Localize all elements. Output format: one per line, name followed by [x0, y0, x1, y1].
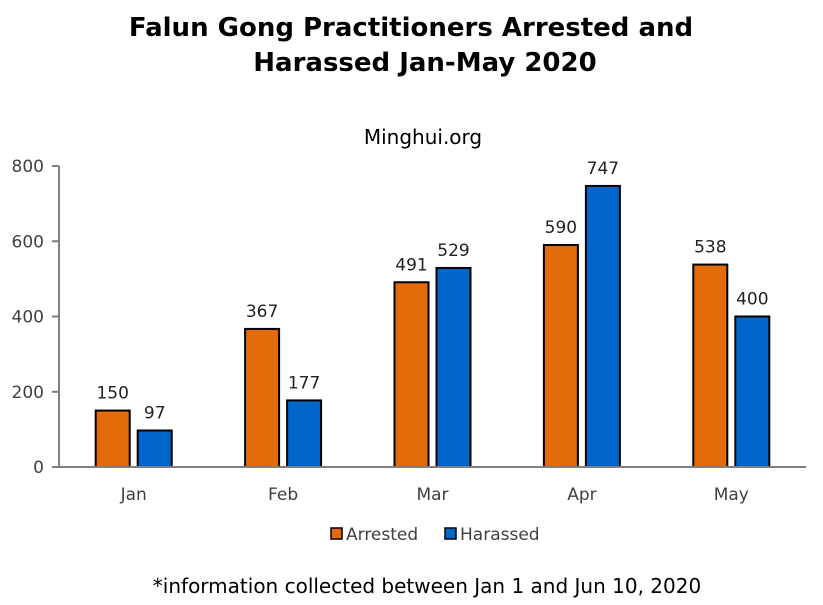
legend-swatch-arrested [330, 527, 343, 540]
bar-arrested [244, 327, 281, 469]
x-tick-label: Mar [416, 485, 448, 505]
data-label-harassed: 97 [144, 404, 166, 424]
data-label-harassed: 747 [587, 159, 619, 179]
bar-harassed [286, 399, 323, 468]
bar-harassed [584, 184, 621, 468]
bar-harassed [136, 429, 173, 469]
data-label-harassed: 529 [437, 241, 469, 261]
y-tick-label: 600 [12, 232, 44, 252]
x-tick-label: Apr [567, 485, 596, 505]
data-label-harassed: 400 [736, 290, 768, 310]
plot-area: 0 200 400 600 800 150 97 Jan 367 177 Feb 491 529 Mar 5… [12, 157, 806, 505]
y-tick-label: 200 [12, 383, 44, 403]
data-label-arrested: 538 [694, 238, 726, 258]
legend-swatch-harassed [444, 527, 457, 540]
data-label-arrested: 367 [246, 302, 278, 322]
chart-subtitle: Minghui.org [364, 125, 482, 149]
bar-arrested [94, 409, 131, 468]
bar-arrested [393, 281, 430, 469]
footnote: *information collected between Jan 1 and… [153, 574, 701, 598]
y-tick-label: 0 [33, 458, 44, 478]
x-tick-label: May [714, 485, 749, 505]
data-label-arrested: 150 [96, 384, 128, 404]
chart-title-line-2: Harassed Jan-May 2020 [253, 48, 596, 78]
legend-label-arrested: Arrested [346, 525, 418, 545]
data-label-arrested: 590 [545, 218, 577, 238]
y-tick-label: 800 [12, 157, 44, 177]
x-tick-label: Feb [268, 485, 298, 505]
y-tick-label: 400 [12, 308, 44, 328]
chart-title-line-1: Falun Gong Practitioners Arrested and [129, 13, 693, 43]
bar-harassed [734, 315, 771, 468]
data-label-harassed: 177 [288, 373, 320, 393]
legend: Arrested Harassed [330, 525, 540, 545]
legend-label-harassed: Harassed [460, 525, 540, 545]
bar-arrested [692, 263, 729, 469]
data-label-arrested: 491 [395, 255, 427, 275]
bar-arrested [542, 244, 579, 468]
x-tick-label: Jan [120, 485, 147, 505]
bar-harassed [435, 266, 472, 468]
